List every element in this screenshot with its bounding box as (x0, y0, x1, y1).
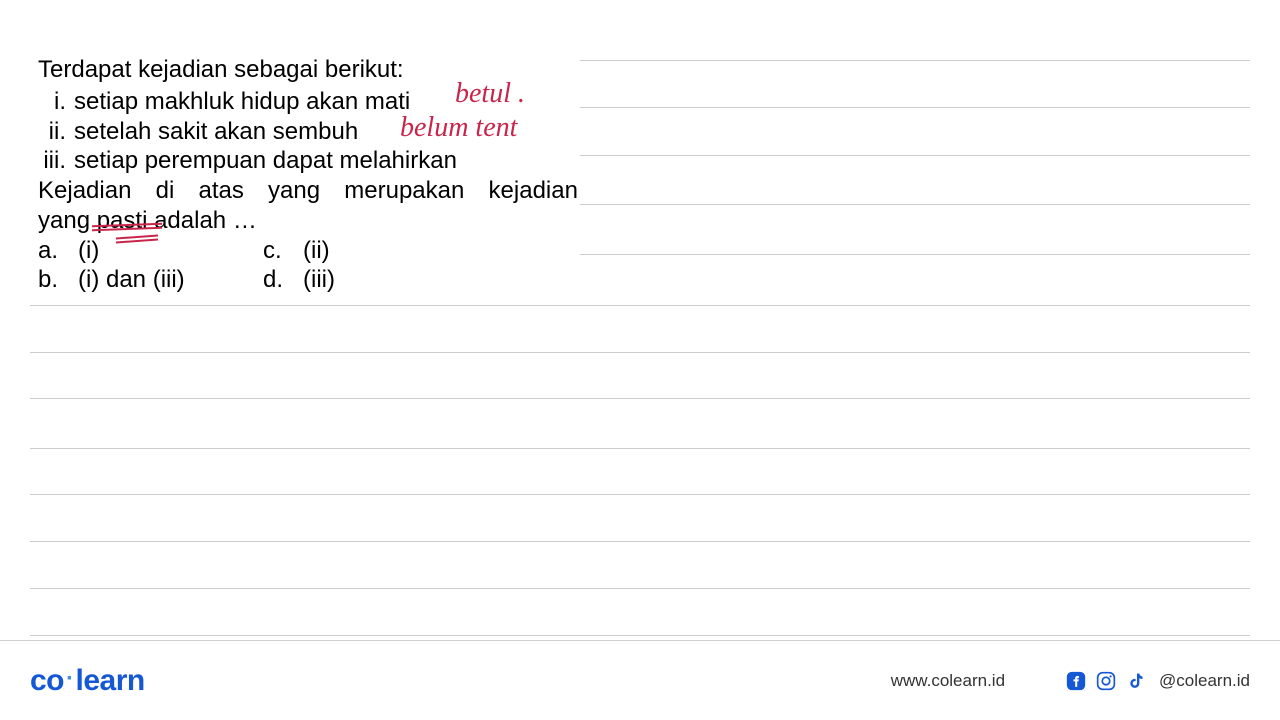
website-url: www.colearn.id (891, 671, 1005, 691)
footer: co·learn www.colearn.id @colearn.id (0, 640, 1280, 720)
option-a-letter: a. (38, 236, 78, 266)
option-b-letter: b. (38, 265, 78, 295)
logo: co·learn (30, 664, 145, 698)
facebook-icon (1065, 670, 1087, 692)
question-tail-line1: Kejadian di atas yang merupakan kejadian (38, 176, 578, 206)
option-d-letter: d. (263, 265, 303, 295)
red-underline-answer (116, 236, 158, 244)
option-a-text: (i) (78, 236, 99, 266)
option-c-letter: c. (263, 236, 303, 266)
list-item-3: iii. setiap perempuan dapat melahirkan (38, 146, 578, 176)
handwriting-note-1: betul . (455, 78, 525, 110)
tiktok-icon (1125, 670, 1147, 692)
social-icons: @colearn.id (1065, 670, 1250, 692)
instagram-icon (1095, 670, 1117, 692)
options-row-2: b. (i) dan (iii) d. (iii) (38, 265, 578, 295)
handwriting-note-2: belum tent (400, 112, 517, 144)
social-handle: @colearn.id (1159, 671, 1250, 691)
red-underline-pasti (92, 224, 162, 232)
option-d-text: (iii) (303, 265, 335, 295)
option-c-text: (ii) (303, 236, 330, 266)
option-b-text: (i) dan (iii) (78, 265, 185, 295)
